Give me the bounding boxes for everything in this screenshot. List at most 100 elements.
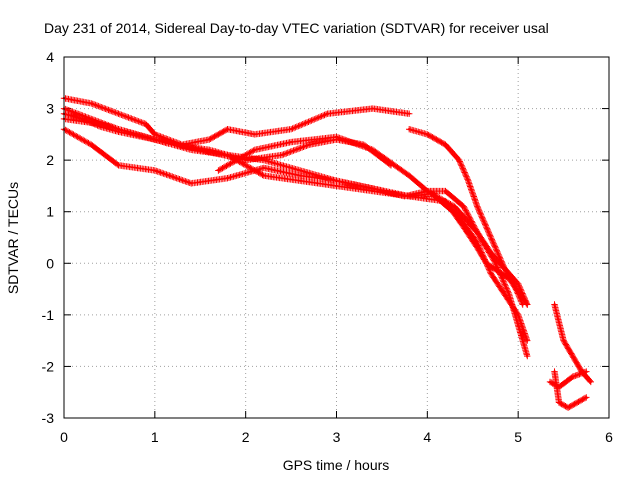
data-point: [571, 376, 573, 378]
y-tick-label: 0: [46, 255, 54, 271]
x-tick-label: 4: [423, 429, 431, 445]
y-axis-label: SDTVAR / TECUs: [5, 182, 21, 294]
x-tick-label: 0: [60, 429, 68, 445]
data-point: [526, 303, 528, 305]
data-point: [99, 123, 101, 125]
data-point: [290, 141, 292, 143]
data-point: [372, 190, 374, 192]
x-tick-label: 6: [605, 429, 613, 445]
y-tick-label: 1: [46, 204, 54, 220]
data-point: [154, 169, 156, 171]
chart-title: Day 231 of 2014, Sidereal Day-to-day VTE…: [44, 20, 549, 36]
data-point: [526, 339, 528, 341]
data-point: [485, 226, 487, 228]
data-point: [117, 164, 119, 166]
data-point: [517, 314, 519, 316]
data-point: [254, 133, 256, 135]
data-point: [372, 107, 374, 109]
y-tick-label: -2: [42, 358, 55, 374]
data-point: [553, 303, 555, 305]
data-point: [263, 174, 265, 176]
data-point: [462, 226, 464, 228]
data-point: [590, 381, 592, 383]
data-point: [408, 174, 410, 176]
x-tick-label: 1: [151, 429, 159, 445]
data-point: [90, 143, 92, 145]
data-point: [226, 154, 228, 156]
data-point: [512, 283, 514, 285]
x-tick-label: 2: [242, 429, 250, 445]
data-point: [490, 252, 492, 254]
x-tick-label: 3: [333, 429, 341, 445]
data-point: [263, 159, 265, 161]
data-point: [585, 396, 587, 398]
data-point: [462, 205, 464, 207]
data-point: [217, 169, 219, 171]
data-point: [562, 339, 564, 341]
data-point: [571, 355, 573, 357]
y-tick-label: 4: [46, 49, 54, 65]
data-point: [335, 136, 337, 138]
data-point: [308, 143, 310, 145]
data-point: [585, 370, 587, 372]
data-point: [408, 195, 410, 197]
y-tick-label: -1: [42, 307, 55, 323]
data-point: [135, 133, 137, 135]
data-point: [517, 283, 519, 285]
data-point: [458, 159, 460, 161]
data-point: [558, 401, 560, 403]
data-point: [172, 143, 174, 145]
data-point: [263, 167, 265, 169]
data-point: [299, 169, 301, 171]
data-point: [90, 102, 92, 104]
data-point: [145, 123, 147, 125]
data-point: [208, 149, 210, 151]
data-point: [558, 386, 560, 388]
data-point: [485, 262, 487, 264]
data-point: [567, 406, 569, 408]
data-point: [290, 128, 292, 130]
data-point: [476, 205, 478, 207]
y-tick-label: -3: [42, 410, 55, 426]
data-point: [154, 133, 156, 135]
data-point: [408, 128, 410, 130]
data-point: [426, 133, 428, 135]
chart-background: [0, 0, 640, 480]
data-point: [281, 154, 283, 156]
data-point: [476, 231, 478, 233]
data-point: [335, 185, 337, 187]
x-tick-label: 5: [514, 429, 522, 445]
data-point: [576, 401, 578, 403]
data-point: [522, 303, 524, 305]
data-point: [467, 180, 469, 182]
data-point: [326, 113, 328, 115]
data-point: [335, 180, 337, 182]
data-point: [426, 190, 428, 192]
data-point: [503, 267, 505, 269]
y-tick-label: 2: [46, 152, 54, 168]
data-point: [299, 174, 301, 176]
data-point: [226, 177, 228, 179]
data-point: [503, 293, 505, 295]
data-point: [444, 143, 446, 145]
data-point: [476, 247, 478, 249]
data-point: [494, 247, 496, 249]
y-tick-label: 3: [46, 101, 54, 117]
chart: Day 231 of 2014, Sidereal Day-to-day VTE…: [0, 0, 640, 480]
data-point: [526, 355, 528, 357]
data-point: [553, 370, 555, 372]
data-point: [208, 138, 210, 140]
data-point: [190, 182, 192, 184]
data-point: [226, 128, 228, 130]
data-point: [254, 149, 256, 151]
data-point: [372, 149, 374, 151]
data-point: [117, 113, 119, 115]
data-point: [453, 205, 455, 207]
data-point: [299, 180, 301, 182]
data-point: [549, 381, 551, 383]
data-point: [408, 113, 410, 115]
data-point: [444, 200, 446, 202]
data-point: [444, 190, 446, 192]
x-axis-label: GPS time / hours: [283, 457, 390, 473]
data-point: [490, 272, 492, 274]
